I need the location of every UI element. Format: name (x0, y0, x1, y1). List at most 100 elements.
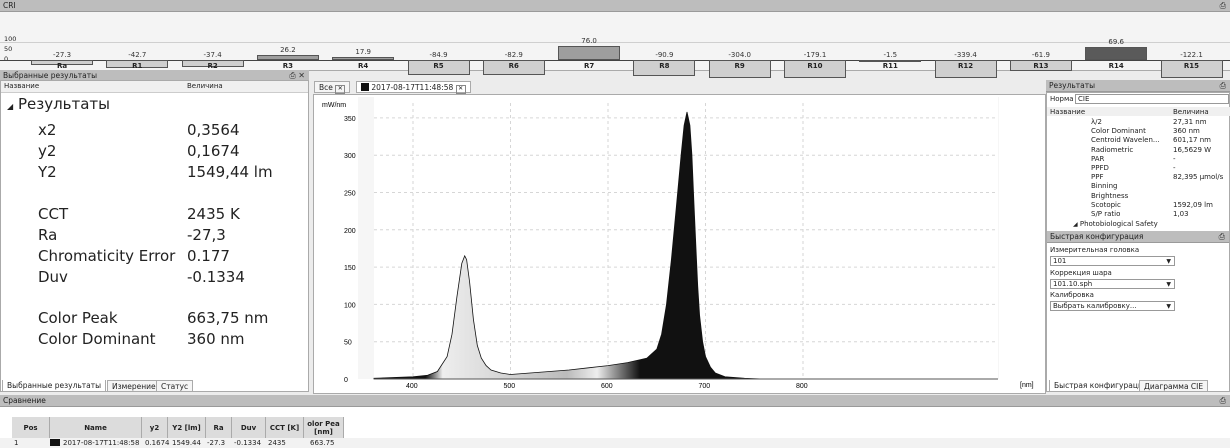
property-value: 601,17 nm (1173, 136, 1211, 145)
tab-all-label: Все (319, 83, 333, 92)
property-name: Scotopic (1091, 200, 1121, 209)
x-tick-label: 500 (504, 383, 516, 390)
quick-config-title: Быстрая конфигурация ⎙ (1047, 231, 1229, 243)
property-row[interactable]: Color Dominant 360 nm (1047, 127, 1230, 136)
result-row-Y2[interactable]: Y2 1549,44 lm (1, 163, 301, 184)
table-row[interactable]: 1 2017-08-17T11:48:58 0.1674 1549.44 -27… (0, 438, 1230, 448)
col-name-header[interactable]: Name (50, 417, 142, 439)
property-row[interactable]: S/P ratio 1,03 (1047, 210, 1230, 219)
norm-select[interactable]: CIE (1075, 94, 1229, 104)
result-row-x2[interactable]: x2 0,3564 (1, 121, 301, 142)
result-row-color-dominant[interactable]: Color Dominant 360 nm (1, 330, 301, 351)
head-select[interactable]: 101 ▼ (1050, 256, 1175, 266)
close-icon[interactable]: ✕ (335, 85, 346, 94)
property-name: PAR (1091, 154, 1105, 163)
cri-bar (859, 60, 922, 62)
photobiological-group[interactable]: ◢ Photobiological Safety (1073, 220, 1158, 228)
pin-close-icon[interactable]: ⎙ ✕ (289, 71, 305, 80)
left-panel-title-text: Выбранные результаты (3, 71, 98, 80)
tab-measurement[interactable]: Измерение (107, 380, 161, 392)
x-tick-label: 700 (699, 383, 711, 390)
tab-selected-results[interactable]: Выбранные результаты (2, 380, 107, 392)
color-swatch-icon (50, 439, 60, 446)
col-ra-header[interactable]: Ra (206, 417, 232, 439)
cri-value-label: -84.9 (429, 51, 448, 59)
col-color-peak-header[interactable]: olor Pea [nm] (304, 417, 344, 439)
property-value: 1,03 (1173, 210, 1189, 218)
property-name: λ/2 (1091, 118, 1102, 126)
y-tick-label: 50 (344, 340, 352, 347)
property-row[interactable]: Scotopic 1592,09 lm (1047, 201, 1230, 210)
cri-grid-100 (0, 42, 1230, 43)
result-row-duv[interactable]: Duv -0.1334 (1, 268, 301, 289)
cri-name-label: R8 (659, 62, 670, 70)
cri-name-label: R1 (132, 62, 143, 70)
property-name: Brightness (1091, 191, 1129, 200)
result-value: 1549,44 lm (187, 163, 273, 181)
cri-value-label: -61.9 (1031, 51, 1050, 59)
cri-bar (31, 60, 93, 65)
cri-scale-50: 50 (4, 45, 13, 53)
cri-name-label: R2 (207, 62, 218, 70)
cri-name-label: R14 (1108, 62, 1124, 70)
property-row[interactable]: λ/2 27,31 nm (1047, 118, 1230, 127)
result-row-color-peak[interactable]: Color Peak 663,75 nm (1, 309, 301, 330)
property-value: 1592,09 lm (1173, 200, 1213, 209)
result-row-ra[interactable]: Ra -27,3 (1, 226, 301, 247)
cri-bar (633, 60, 696, 77)
cell-pos: 1 (14, 439, 19, 447)
col-cct-header[interactable]: CCT [K] (266, 417, 304, 439)
col-pos-header[interactable]: Pos (12, 417, 50, 439)
col-duv-header[interactable]: Duv (232, 417, 266, 439)
expand-triangle-icon[interactable]: ◢ (7, 102, 14, 111)
tab-measurement-chart[interactable]: 2017-08-17T11:48:58 ✕ (356, 81, 471, 94)
tab-quick-config[interactable]: Быстрая конфигурация (1049, 380, 1153, 392)
result-value: -0.1334 (187, 268, 245, 286)
cri-bar (482, 60, 545, 75)
property-row[interactable]: Radiometric 16,5629 W (1047, 146, 1230, 155)
tab-cie-diagram[interactable]: Диаграмма CIE (1139, 380, 1209, 392)
cell-cct: 2435 (268, 439, 286, 447)
norm-label: Норма (1050, 95, 1074, 103)
expand-triangle-icon[interactable]: ◢ (1073, 221, 1078, 228)
property-row[interactable]: PPF 82,395 µmol/s (1047, 173, 1230, 182)
cri-value-label: -122.1 (1180, 51, 1203, 59)
cell-ra: -27.3 (207, 439, 226, 447)
result-row-y2[interactable]: y2 0,1674 (1, 142, 301, 163)
sphere-select[interactable]: 101.10.sph ▼ (1050, 279, 1175, 289)
property-row[interactable]: PAR - (1047, 155, 1230, 164)
property-row[interactable]: Binning (1047, 182, 1230, 191)
pin-icon[interactable]: ⎙ (1218, 232, 1225, 241)
tab-all[interactable]: Все ✕ (314, 81, 351, 94)
result-value: 2435 K (187, 205, 240, 223)
pin-icon[interactable]: ⎙ (1219, 396, 1226, 405)
property-name: Centroid Wavelen... (1091, 136, 1160, 145)
calib-select[interactable]: Выбрать калибровку... ▼ (1050, 301, 1175, 311)
results-group[interactable]: ◢ Результаты (7, 95, 110, 113)
result-name: x2 (38, 121, 57, 139)
tab-measurement-label: 2017-08-17T11:48:58 (371, 83, 454, 92)
property-row[interactable]: Brightness (1047, 192, 1230, 201)
col-Y2-header[interactable]: Y2 [lm] (168, 417, 206, 439)
cri-scale-0: 0 (4, 55, 9, 63)
pin-icon[interactable]: ⎙ (1219, 1, 1226, 10)
property-row[interactable]: PPFD - (1047, 164, 1230, 173)
pin-icon[interactable]: ⎙ (1219, 81, 1226, 90)
cri-value-label: 26.2 (280, 46, 296, 55)
property-row[interactable]: Centroid Wavelen... 601,17 nm (1047, 136, 1230, 145)
compare-title: Сравнение ⎙ (0, 395, 1230, 407)
result-name: Color Dominant (38, 330, 156, 348)
result-name: Duv (38, 268, 68, 286)
cri-bar (106, 60, 169, 68)
result-row-cct[interactable]: CCT 2435 K (1, 205, 301, 226)
cri-name-label: R15 (1183, 62, 1200, 70)
result-value: 0,3564 (187, 121, 240, 139)
property-value: 27,31 nm (1173, 118, 1207, 126)
close-icon[interactable]: ✕ (455, 85, 466, 94)
result-row-chromaticity-error[interactable]: Chromaticity Error 0.177 (1, 247, 301, 268)
cri-value-label: -42.7 (128, 51, 147, 59)
tab-status[interactable]: Статус (156, 380, 194, 392)
cri-value-label: 17.9 (355, 47, 371, 56)
dropdown-arrow-icon: ▼ (1166, 281, 1171, 288)
col-y2-header[interactable]: y2 (142, 417, 168, 439)
